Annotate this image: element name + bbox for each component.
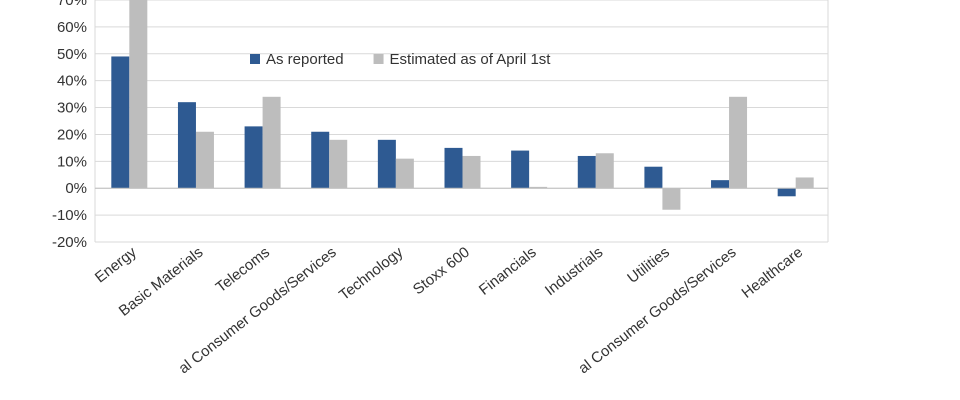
legend-swatch (373, 54, 384, 64)
bar (662, 188, 681, 210)
bar (777, 188, 796, 197)
bar (444, 147, 463, 189)
x-tick-label: Stoxx 600 (410, 244, 473, 298)
legend: As reported Estimated as of April 1st (250, 51, 551, 68)
bar (311, 131, 330, 189)
bar (644, 166, 663, 189)
bar (529, 186, 548, 189)
y-tick-label: 30% (57, 100, 87, 117)
bar (511, 150, 530, 189)
bar (195, 131, 214, 189)
legend-label: Estimated as of April 1st (390, 51, 552, 68)
y-tick-label: -10% (52, 207, 87, 224)
x-tick-label: Industrials (542, 244, 606, 299)
legend-label: As reported (266, 51, 344, 68)
y-tick-label: 70% (57, 0, 87, 9)
bar (177, 102, 196, 189)
y-tick-label: -20% (52, 234, 87, 251)
bar (577, 155, 596, 189)
legend-swatch (250, 54, 260, 64)
bar (595, 153, 614, 189)
y-tick-label: 40% (57, 73, 87, 90)
bar (711, 180, 730, 189)
y-tick-label: 50% (57, 46, 87, 63)
x-tick-label: Energy (92, 243, 140, 286)
bar (462, 155, 481, 189)
y-tick-label: 20% (57, 126, 87, 143)
y-axis: -20% -10% 0% 10% 20% 30% 40% 50% 60% 70% (52, 0, 828, 251)
bar (129, 0, 148, 189)
gridlines (94, 0, 829, 243)
bar (377, 139, 396, 189)
bar (262, 96, 281, 189)
x-tick-label: Healthcare (739, 244, 807, 302)
x-tick-label: Financials (476, 244, 540, 299)
bar (729, 96, 748, 189)
bars (111, 0, 814, 210)
x-tick-label: Utilities (624, 244, 673, 287)
y-tick-label: 10% (57, 153, 87, 170)
y-tick-label: 0% (65, 180, 87, 197)
y-tick-label: 60% (57, 19, 87, 36)
x-tick-label: Technology (336, 243, 407, 303)
bar (329, 139, 348, 189)
x-tick-label: Telecoms (213, 244, 273, 296)
bar (111, 56, 130, 189)
bar (395, 158, 414, 189)
bar (795, 177, 814, 189)
bar (244, 126, 263, 189)
